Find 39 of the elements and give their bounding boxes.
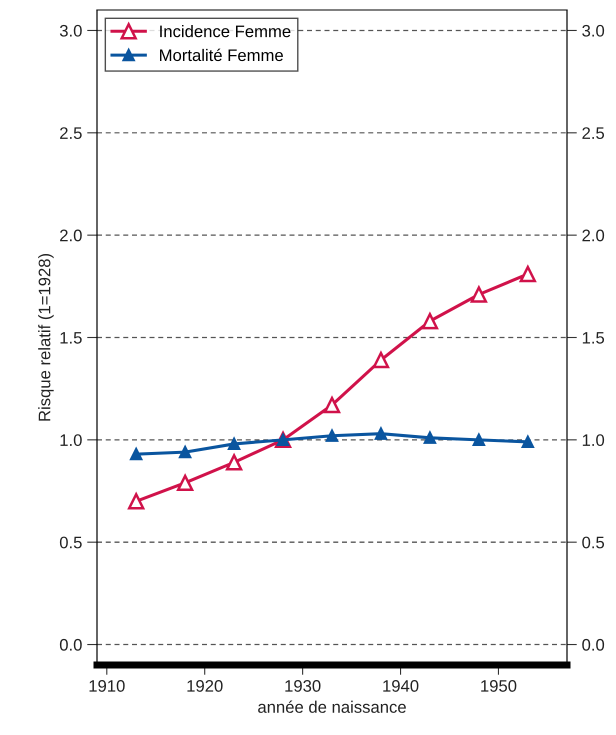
y-tick-label: 1.5 bbox=[60, 332, 82, 344]
y-axis-title: Risque relatif (1=1928) bbox=[38, 254, 54, 421]
y2-tick-label: 3.0 bbox=[582, 24, 604, 37]
y-tick-label: 2.5 bbox=[60, 127, 82, 140]
x-tick-label: 1940 bbox=[383, 680, 418, 692]
x-tick-label: 1920 bbox=[187, 680, 223, 692]
point bbox=[470, 286, 488, 303]
y2-tick-label: 1.5 bbox=[582, 332, 604, 344]
point bbox=[130, 448, 142, 460]
y2-tick-label: 0.5 bbox=[582, 536, 604, 548]
point bbox=[226, 454, 242, 471]
point bbox=[128, 493, 144, 510]
y-tick-label: 0.0 bbox=[60, 638, 82, 651]
point bbox=[176, 474, 194, 492]
point bbox=[326, 430, 338, 442]
y2-tick-label: 2.0 bbox=[582, 230, 604, 242]
point bbox=[372, 352, 390, 368]
point bbox=[228, 438, 240, 450]
legend-label: Incidence Femme bbox=[160, 25, 290, 38]
point bbox=[424, 432, 436, 444]
x-tick-label: 1930 bbox=[285, 680, 321, 692]
point bbox=[472, 434, 485, 446]
point bbox=[522, 436, 534, 448]
point bbox=[520, 266, 536, 282]
point bbox=[422, 312, 438, 330]
y2-tick-label: 1.0 bbox=[582, 434, 604, 446]
y-tick-label: 3.0 bbox=[60, 24, 82, 37]
y-tick-label: 1.0 bbox=[60, 434, 82, 446]
y2-tick-label: 2.5 bbox=[582, 127, 604, 140]
x-axis-title: année de naissance bbox=[258, 700, 406, 713]
legend-label: Mortalité Femme bbox=[160, 48, 283, 62]
y-tick-label: 0.5 bbox=[60, 536, 82, 548]
point bbox=[374, 428, 388, 440]
point bbox=[179, 446, 192, 458]
y-tick-label: 2.0 bbox=[60, 230, 82, 242]
point bbox=[324, 396, 340, 414]
x-tick-label: 1910 bbox=[90, 680, 125, 692]
y2-tick-label: 0.0 bbox=[582, 638, 604, 651]
x-tick-label: 1950 bbox=[481, 680, 516, 692]
